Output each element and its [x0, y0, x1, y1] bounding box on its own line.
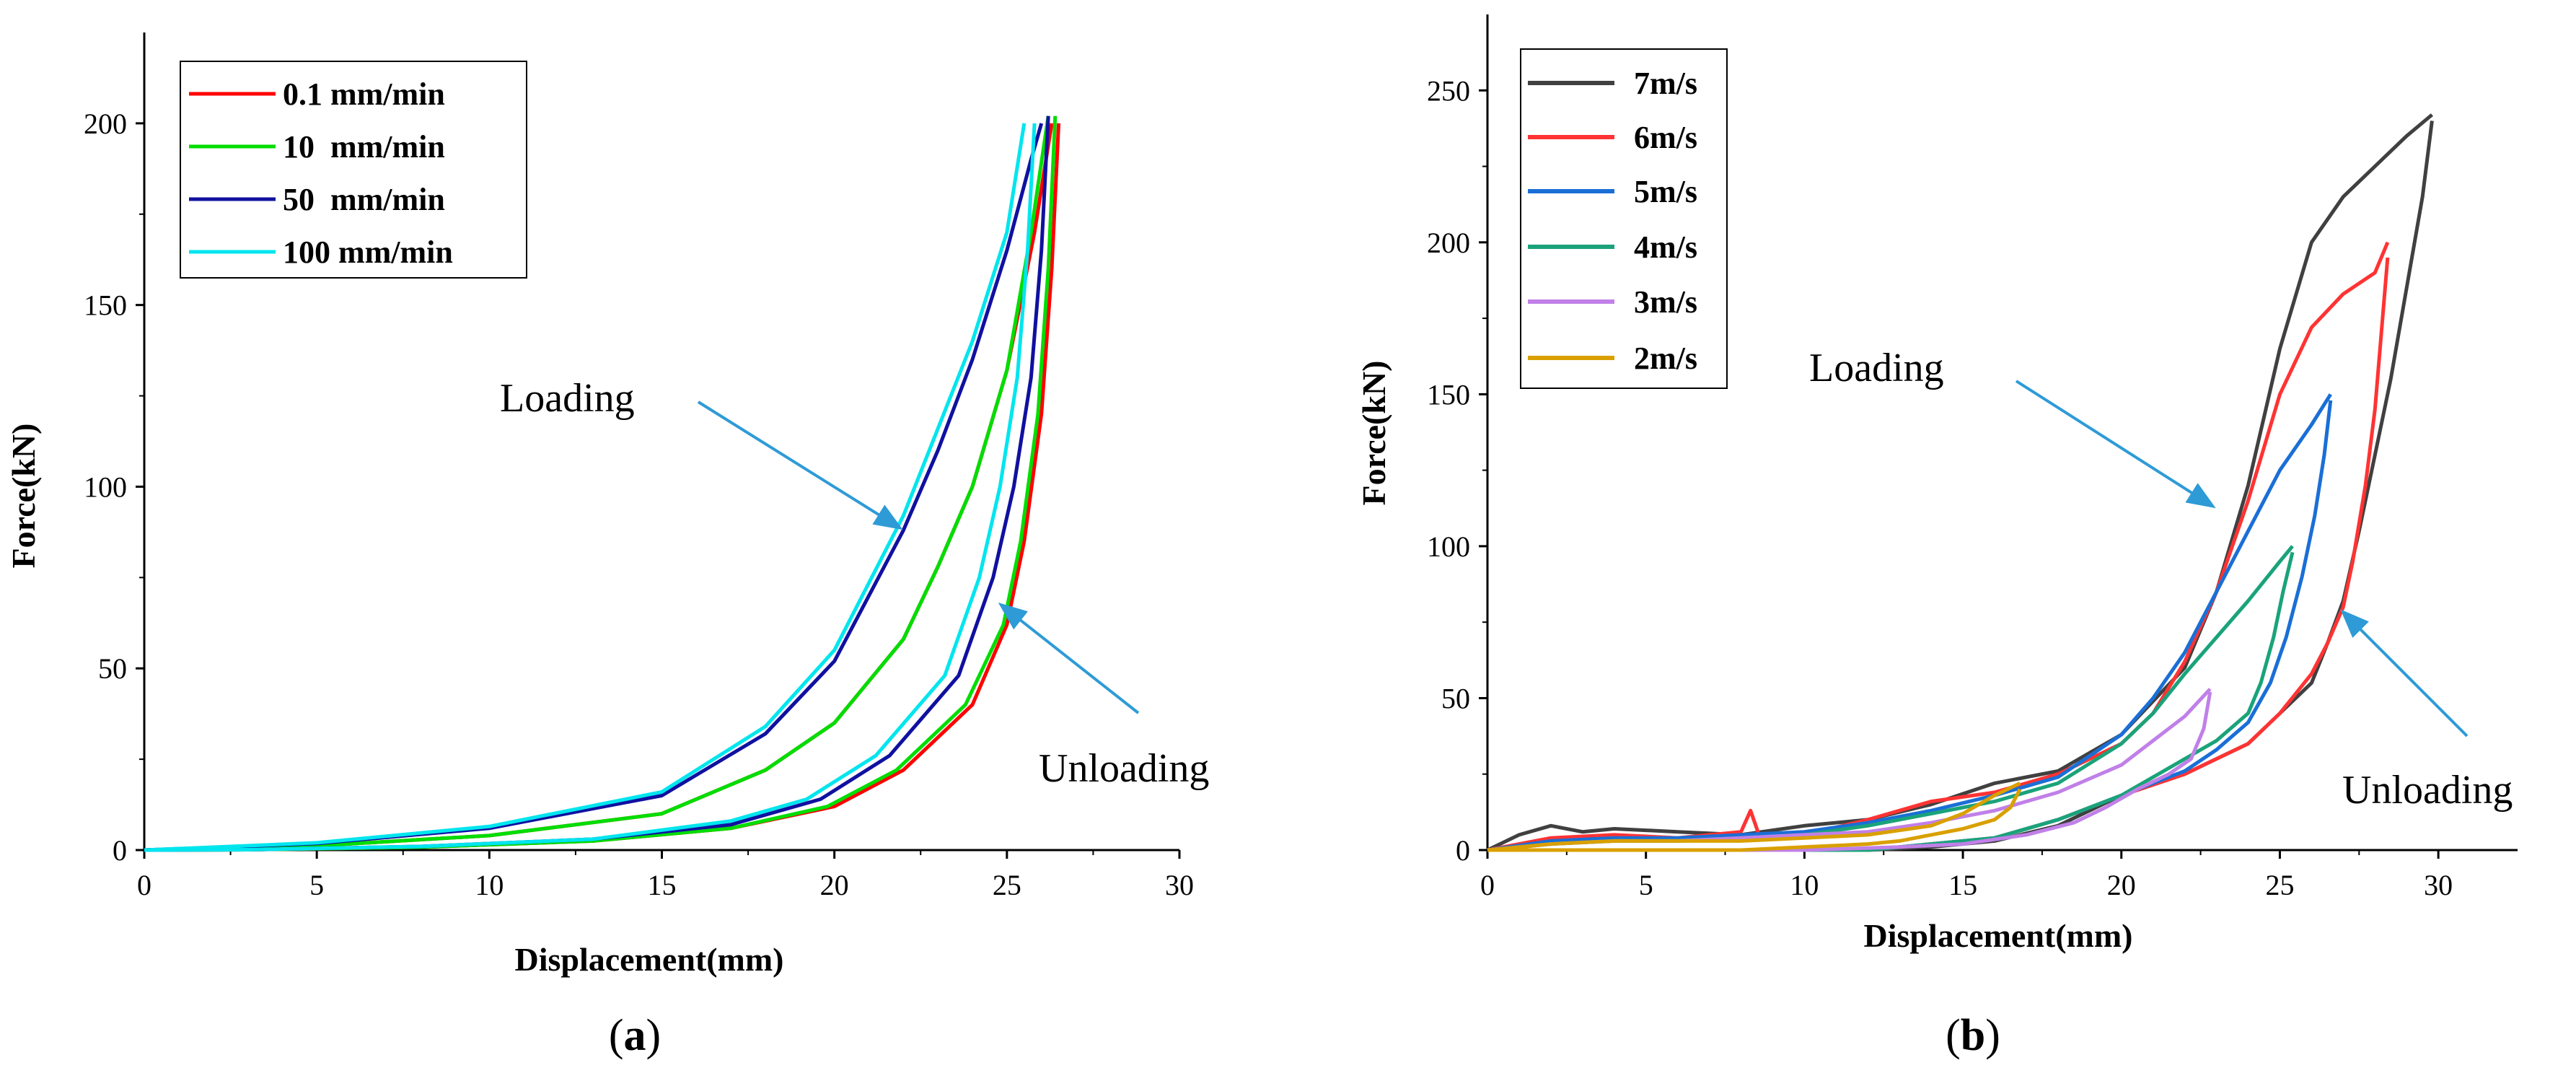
y-tick-label-b-4: 200: [1427, 227, 1470, 259]
series-line-b-5-unloading: [1487, 788, 2022, 852]
legend-box-b: [1520, 48, 1728, 389]
legend-b: 7m/s 6m/s 5m/s 4m/s 3m/s 2m/s: [1520, 48, 1728, 389]
arrow-loading-a: [697, 400, 903, 530]
legend-label-b-4: 3m/s: [1634, 284, 1697, 320]
y-tick-label-a-1: 50: [98, 652, 127, 685]
y-tick-label-b-1: 50: [1441, 682, 1470, 714]
legend-label-b-5: 2m/s: [1634, 341, 1697, 376]
legend-box-a: [180, 61, 527, 279]
annotation-unloading-b: Unloading: [2342, 768, 2513, 813]
chart-panel-b: 0 5 10 15 20 25 30 0 50 100 150 200 250 Force(kN) Di…: [1355, 14, 2518, 1060]
x-tick-label-a-2: 10: [475, 869, 504, 901]
x-axis-title-a: Displacement(mm): [514, 941, 783, 978]
arrow-unloading-b: [2340, 609, 2469, 737]
legend-a: 0.1 mm/min 10 mm/min 50 mm/min 100 mm/mi…: [180, 61, 527, 279]
series-line-a-1-loading: [144, 115, 1050, 852]
x-tick-label-a-6: 30: [1165, 869, 1194, 901]
series-line-a-3-loading: [144, 123, 1027, 852]
panel-label-b: (b): [1946, 1011, 2000, 1060]
legend-label-b-3: 4m/s: [1634, 229, 1697, 265]
y-tick-label-b-2: 100: [1427, 530, 1470, 563]
y-tick-label-a-0: 0: [113, 834, 127, 867]
y-tick-label-b-5: 250: [1427, 74, 1470, 107]
x-tick-label-b-5: 25: [2265, 869, 2294, 901]
x-tick-label-a-0: 0: [137, 869, 151, 901]
legend-label-a-3: 100 mm/min: [283, 235, 453, 270]
chart-panel-a: 0 5 10 15 20 25 30 0 50 100 150 200 Force(kN) Displ…: [5, 32, 1209, 1060]
series-line-b-2-loading: [1487, 393, 2332, 852]
annotation-loading-a: Loading: [500, 376, 635, 421]
series-line-b-3-unloading: [1487, 551, 2295, 852]
y-tick-label-a-3: 150: [84, 289, 127, 322]
legend-label-a-1: 10 mm/min: [283, 129, 445, 165]
series-line-a-3-unloading: [144, 123, 1037, 852]
x-axis-title-b: Displacement(mm): [1863, 917, 2132, 954]
y-tick-label-a-2: 100: [84, 470, 127, 503]
legend-label-a-0: 0.1 mm/min: [283, 76, 445, 112]
series-line-b-0-loading: [1486, 113, 2434, 852]
legend-label-b-1: 6m/s: [1634, 120, 1697, 155]
y-axis-title-b: Force(kN): [1355, 361, 1392, 506]
x-tick-label-b-6: 30: [2424, 869, 2453, 901]
x-tick-label-a-5: 25: [993, 869, 1021, 901]
y-tick-label-a-4: 200: [84, 108, 127, 140]
ticks-b: 0 5 10 15 20 25 30 0 50 100 150 200 250: [1427, 74, 2453, 901]
x-tick-label-a-1: 5: [309, 869, 324, 901]
x-tick-label-b-1: 5: [1639, 869, 1653, 901]
y-axis-title-a: Force(kN): [5, 424, 42, 569]
annotation-unloading-a: Unloading: [1039, 746, 1209, 791]
y-tick-label-b-0: 0: [1456, 834, 1470, 867]
legend-label-b-2: 5m/s: [1634, 174, 1697, 209]
legend-label-b-0: 7m/s: [1634, 66, 1697, 101]
x-tick-label-a-3: 15: [648, 869, 677, 901]
ticks-a: 0 5 10 15 20 25 30 0 50 100 150 200: [84, 108, 1194, 901]
arrow-unloading-a: [998, 603, 1140, 714]
arrow-loading-b: [2015, 380, 2216, 509]
annotation-loading-b: Loading: [1809, 346, 1944, 390]
x-tick-label-a-4: 20: [820, 869, 849, 901]
panel-label-a: (a): [609, 1011, 661, 1060]
x-tick-label-b-2: 10: [1790, 869, 1819, 901]
legend-label-a-2: 50 mm/min: [283, 182, 445, 217]
series-group-a: [144, 115, 1061, 852]
series-line-b-3-loading: [1487, 545, 2294, 852]
y-tick-label-b-3: 150: [1427, 378, 1470, 411]
x-tick-label-b-3: 15: [1948, 869, 1977, 901]
x-tick-label-b-0: 0: [1480, 869, 1495, 901]
series-group-b: [1486, 113, 2434, 852]
series-line-b-5-loading: [1487, 782, 2021, 852]
x-tick-label-b-4: 20: [2107, 869, 2136, 901]
